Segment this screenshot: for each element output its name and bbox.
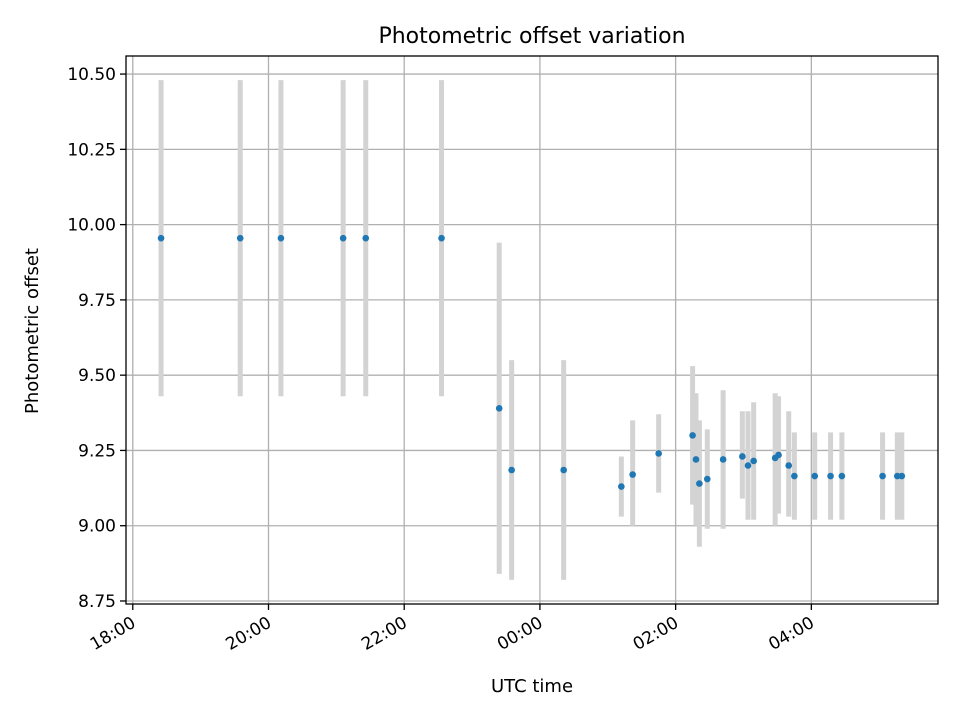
y-tick-label: 9.00 xyxy=(78,517,116,537)
data-point xyxy=(827,472,834,480)
data-point xyxy=(508,466,515,474)
x-axis-ticks: 18:00 20:00 22:00 00:00 02:00 04:00 xyxy=(87,604,818,655)
data-point xyxy=(785,462,793,469)
data-point xyxy=(739,453,746,460)
x-tick-label: 18:00 xyxy=(87,613,139,655)
data-point xyxy=(689,432,696,439)
data-point xyxy=(362,234,370,242)
grid-lines xyxy=(126,56,938,604)
data-point xyxy=(629,471,636,478)
data-point xyxy=(692,456,700,463)
error-bars xyxy=(158,80,905,580)
data-point xyxy=(750,457,757,465)
x-axis-label: UTC time xyxy=(491,676,573,697)
data-point xyxy=(838,472,846,480)
data-point xyxy=(157,234,165,242)
x-tick-label: 20:00 xyxy=(223,613,275,655)
data-point xyxy=(339,234,347,242)
y-tick-label: 10.00 xyxy=(67,216,116,236)
data-point xyxy=(703,475,711,483)
y-tick-label: 9.50 xyxy=(78,366,116,386)
data-points xyxy=(157,234,906,490)
data-point xyxy=(775,451,782,459)
chart-title: Photometric offset variation xyxy=(378,24,685,49)
plot-frame xyxy=(125,55,939,605)
data-point xyxy=(655,450,662,457)
y-tick-label: 9.25 xyxy=(78,441,116,461)
x-tick-label: 00:00 xyxy=(494,613,546,655)
y-tick-label: 8.75 xyxy=(78,592,116,612)
data-point xyxy=(696,480,703,487)
data-point xyxy=(719,456,727,463)
y-axis-ticks: 8.75 9.00 9.25 9.50 9.75 10.00 10.25 10.50 xyxy=(67,65,126,612)
data-point xyxy=(236,234,244,242)
data-point xyxy=(618,483,625,490)
data-point xyxy=(438,234,445,242)
data-point xyxy=(893,472,901,480)
data-point xyxy=(811,472,819,480)
data-point xyxy=(879,472,886,480)
data-point xyxy=(898,472,906,480)
data-point xyxy=(791,472,798,480)
x-tick-label: 22:00 xyxy=(358,613,410,655)
x-tick-label: 04:00 xyxy=(765,613,817,655)
data-point xyxy=(744,462,752,469)
y-axis-label: Photometric offset xyxy=(22,248,43,414)
data-point xyxy=(277,234,285,242)
y-tick-label: 9.75 xyxy=(78,291,116,311)
data-point xyxy=(495,404,503,412)
y-tick-label: 10.50 xyxy=(67,65,116,85)
y-tick-label: 10.25 xyxy=(67,140,116,160)
x-tick-label: 02:00 xyxy=(630,613,682,655)
data-point xyxy=(560,466,567,474)
